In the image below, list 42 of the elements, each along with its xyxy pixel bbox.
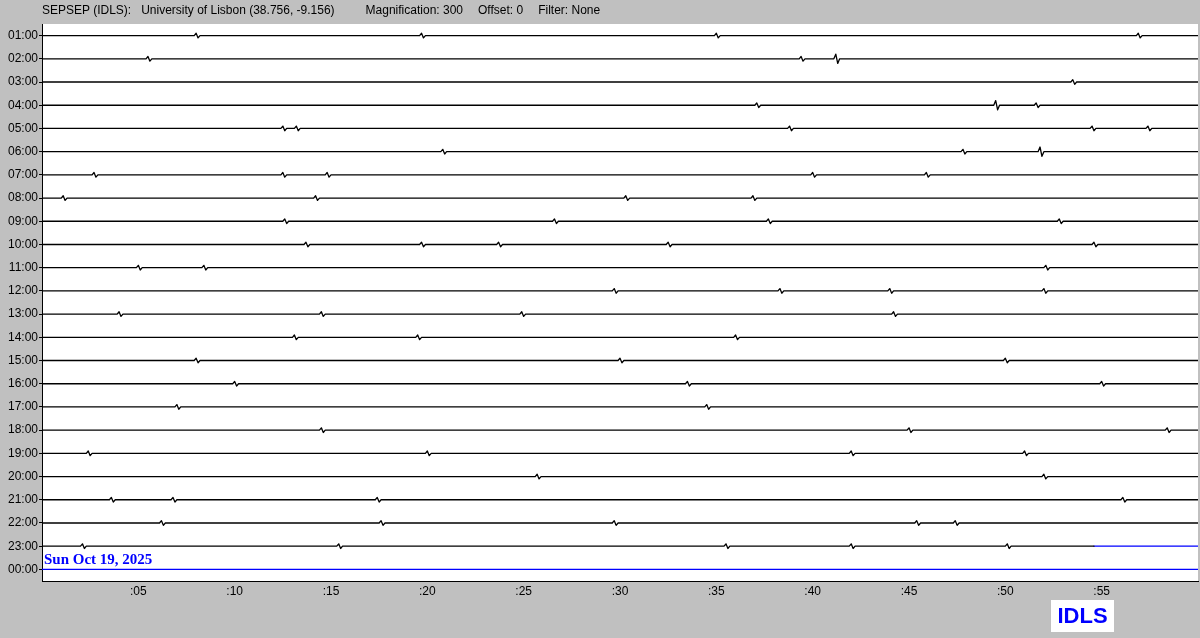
y-tick-label: 22:00 <box>7 515 39 530</box>
x-tick-label: :50 <box>996 583 1014 598</box>
annotation: Sun Oct 19, 2025 <box>44 550 153 567</box>
y-tick-label: 20:00 <box>7 468 39 483</box>
chart-title: SEPSEP (IDLS): <box>42 3 132 17</box>
y-tick-label: 02:00 <box>7 51 39 66</box>
x-tick-label: :25 <box>515 583 533 598</box>
y-tick-label: 09:00 <box>7 213 39 228</box>
x-tick-label: :15 <box>322 583 340 598</box>
text: Magnification: 300 <box>365 3 463 17</box>
chart-subtitle: University of Lisbon (38.756, -9.156) <box>141 3 335 17</box>
x-tick-label: :35 <box>707 583 725 598</box>
y-tick-label: 21:00 <box>7 492 39 507</box>
y-tick-label: 13:00 <box>7 306 39 321</box>
x-tick-label: :45 <box>900 583 918 598</box>
y-tick-label: 23:00 <box>7 538 39 553</box>
x-tick-label: :30 <box>611 583 629 598</box>
x-tick-label: :40 <box>804 583 822 598</box>
y-tick-label: 17:00 <box>7 399 39 414</box>
y-tick-label: 06:00 <box>7 143 39 158</box>
x-tick-label: :05 <box>129 583 147 598</box>
y-tick-label: 01:00 <box>7 27 39 42</box>
x-tick-label: :20 <box>418 583 436 598</box>
y-tick-label: 04:00 <box>7 97 39 112</box>
y-tick-label: 12:00 <box>7 283 39 298</box>
y-tick-label: 16:00 <box>7 376 39 391</box>
text: Filter: None <box>538 3 601 17</box>
y-tick-label: 05:00 <box>7 120 39 135</box>
x-tick-label: :55 <box>1093 583 1111 598</box>
y-tick-label: 15:00 <box>7 352 39 367</box>
y-tick-label: 11:00 <box>8 260 39 274</box>
y-tick-label: 00:00 <box>7 561 39 576</box>
text: Offset: 0 <box>478 3 524 17</box>
y-tick-label: 08:00 <box>7 190 39 205</box>
y-tick-label: 18:00 <box>7 422 39 437</box>
y-tick-label: 14:00 <box>7 329 39 344</box>
y-tick-label: 10:00 <box>7 236 39 251</box>
y-tick-label: 07:00 <box>7 167 39 182</box>
y-tick-label: 19:00 <box>7 445 39 460</box>
y-tick-label: 03:00 <box>7 74 39 89</box>
x-tick-label: :10 <box>226 583 244 598</box>
text: IDLS <box>1051 600 1114 632</box>
